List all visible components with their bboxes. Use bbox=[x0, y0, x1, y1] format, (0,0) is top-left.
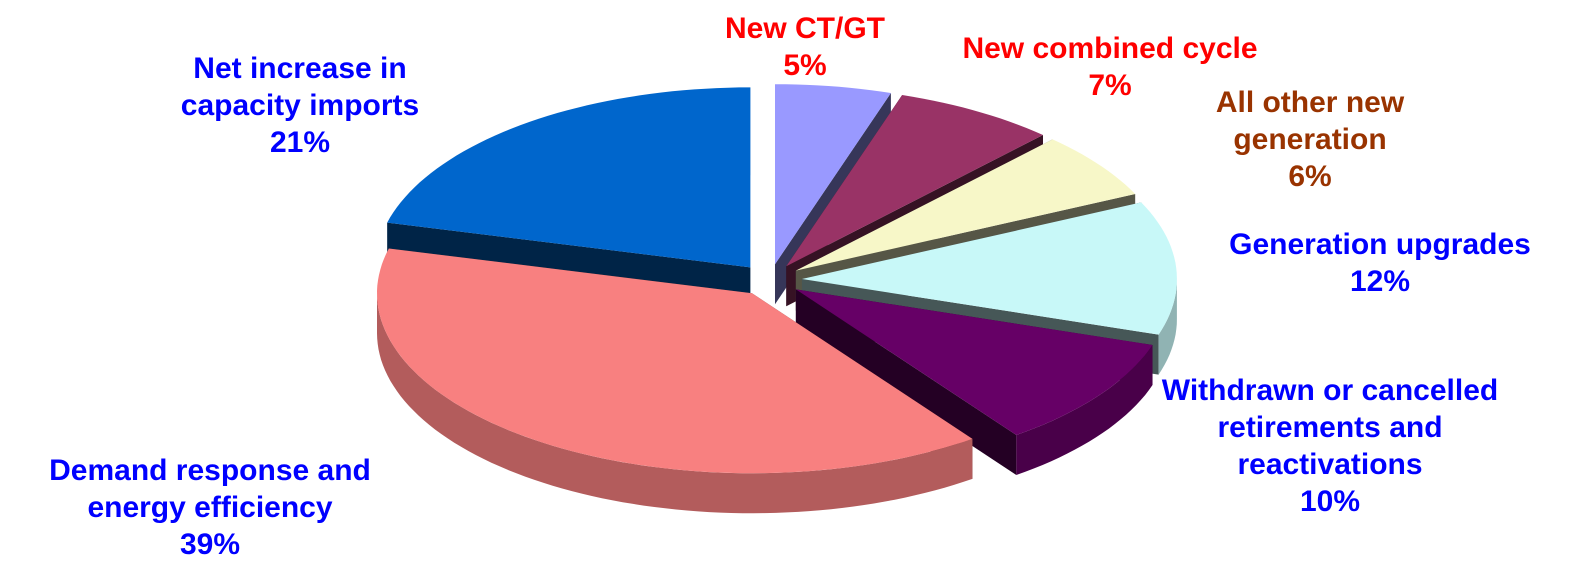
slice-top bbox=[377, 248, 973, 474]
slice bbox=[795, 289, 1153, 476]
category-label: New CT/GT bbox=[724, 12, 885, 45]
slice-top bbox=[387, 87, 751, 268]
value-label: 5% bbox=[783, 49, 827, 82]
slice-rim bbox=[1158, 279, 1177, 375]
value-label: 6% bbox=[1288, 160, 1332, 193]
slice-top bbox=[786, 95, 1043, 267]
slice-top bbox=[775, 84, 891, 265]
slice-label: Net increase in capacity imports 21% bbox=[140, 50, 460, 161]
category-label: All other new generation bbox=[1215, 86, 1405, 156]
value-label: 21% bbox=[269, 126, 331, 159]
slice-label: Withdrawn or cancelled retirements and r… bbox=[1155, 372, 1505, 520]
category-label: New combined cycle bbox=[962, 32, 1258, 65]
slice-side bbox=[795, 289, 1017, 476]
value-label: 10% bbox=[1299, 485, 1361, 518]
slice-label: New combined cycle 7% bbox=[920, 30, 1300, 104]
category-label: Net increase in capacity imports bbox=[180, 52, 420, 122]
slice-top bbox=[795, 289, 1153, 435]
value-label: 7% bbox=[1088, 69, 1132, 102]
slice-top bbox=[801, 202, 1177, 335]
slice-label: New CT/GT 5% bbox=[695, 10, 915, 84]
slice-rim bbox=[377, 293, 973, 514]
slice-top bbox=[795, 139, 1136, 271]
slice-label: All other new generation 6% bbox=[1180, 84, 1440, 195]
slice-label: Demand response and energy efficiency 39% bbox=[0, 452, 420, 563]
slice bbox=[377, 248, 973, 514]
category-label: Withdrawn or cancelled retirements and r… bbox=[1161, 374, 1499, 481]
slice-rim bbox=[1016, 345, 1153, 475]
category-label: Demand response and energy efficiency bbox=[49, 454, 371, 524]
value-label: 12% bbox=[1349, 265, 1411, 298]
value-label: 39% bbox=[179, 528, 241, 561]
category-label: Generation upgrades bbox=[1229, 228, 1531, 261]
slice-label: Generation upgrades 12% bbox=[1180, 226, 1573, 300]
